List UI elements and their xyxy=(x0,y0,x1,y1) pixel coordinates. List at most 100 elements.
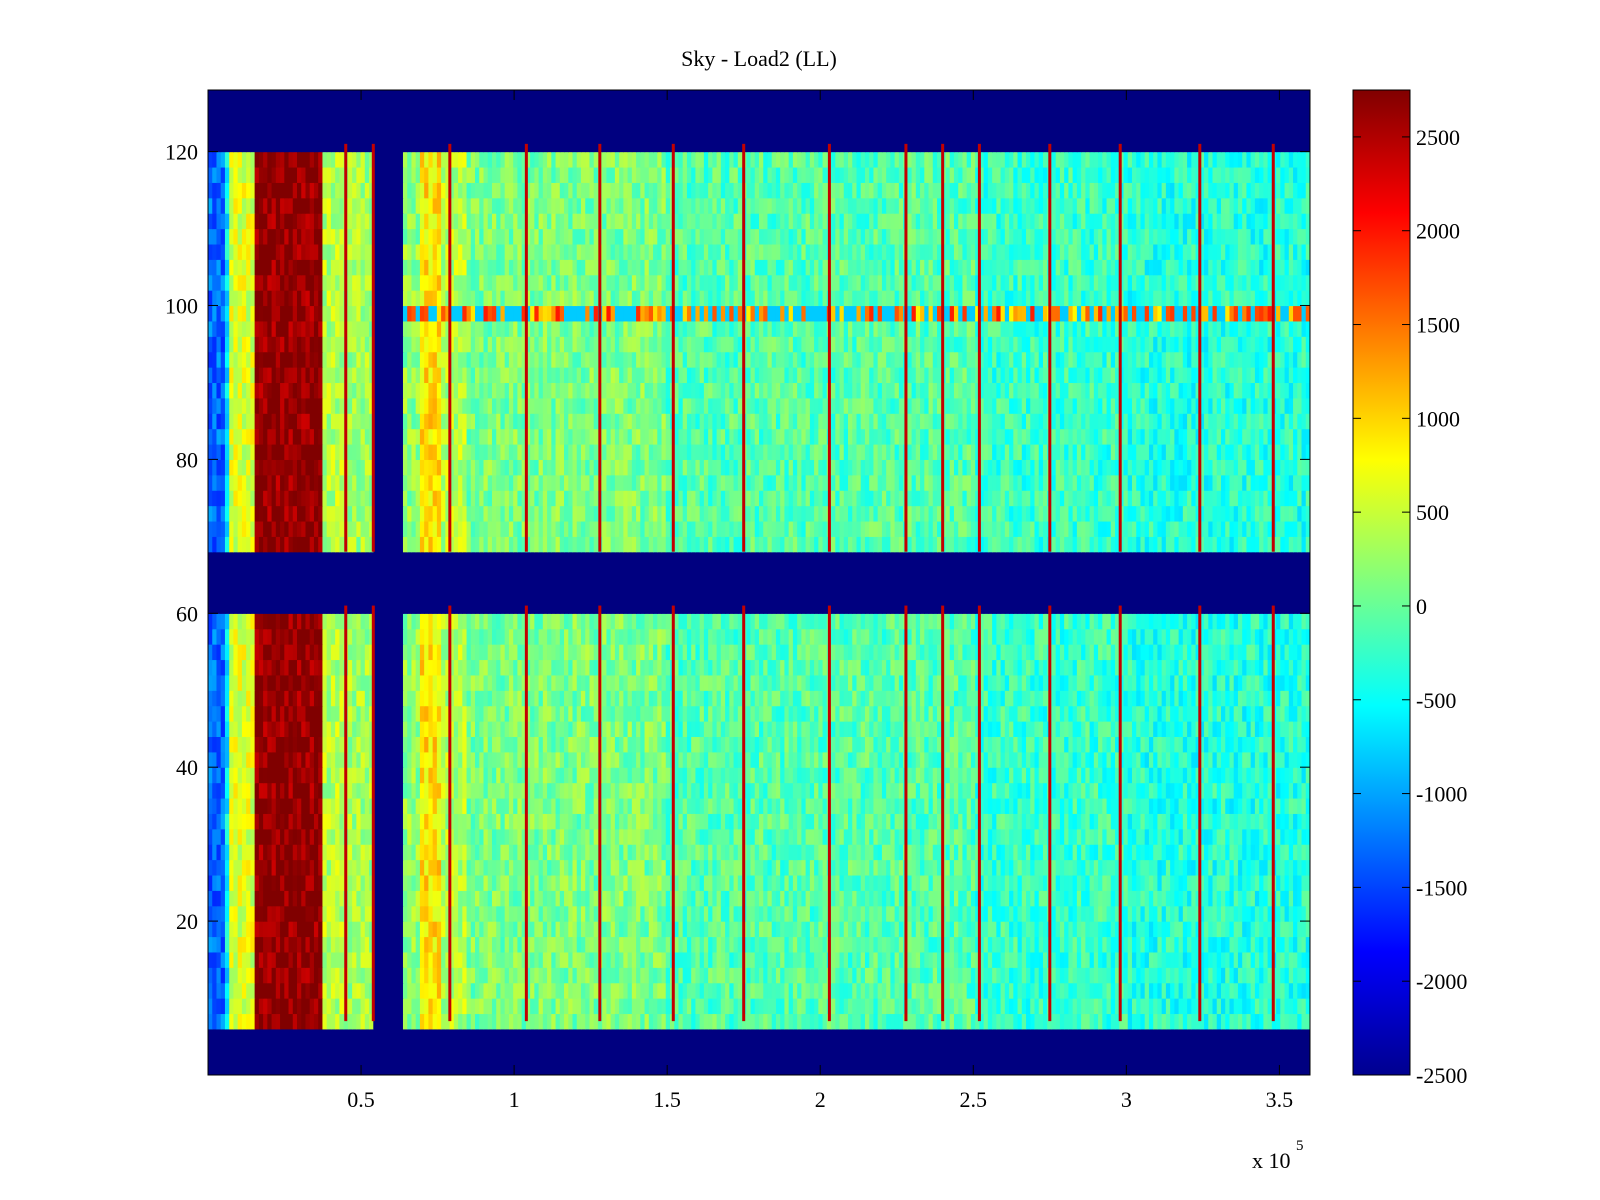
heatmap-cell xyxy=(208,982,213,999)
heatmap-cell xyxy=(898,1028,904,1045)
heatmap-cell xyxy=(390,844,396,861)
heatmap-cell xyxy=(1119,1059,1125,1075)
heatmap-cell xyxy=(992,874,997,891)
heatmap-cell xyxy=(1293,1059,1298,1075)
heatmap-cell xyxy=(1038,859,1044,876)
heatmap-cell xyxy=(212,982,218,999)
heatmap-cell xyxy=(1250,782,1256,799)
heatmap-cell xyxy=(559,828,565,845)
heatmap-cell xyxy=(890,859,896,876)
heatmap-cell xyxy=(233,905,239,922)
heatmap-cell xyxy=(576,998,582,1015)
heatmap-cell xyxy=(987,813,993,830)
heatmap-cell xyxy=(542,936,548,953)
heatmap-cell xyxy=(381,982,387,999)
heatmap-cell xyxy=(864,905,870,922)
heatmap-cell xyxy=(432,844,438,861)
heatmap-cell xyxy=(1170,859,1175,876)
heatmap-cell xyxy=(733,921,739,938)
heatmap-cell xyxy=(1148,1028,1154,1045)
heatmap-cell xyxy=(305,828,311,845)
heatmap-cell xyxy=(347,1044,353,1061)
heatmap-cell xyxy=(686,1013,692,1030)
heatmap-cell xyxy=(284,1028,290,1045)
heatmap-cell xyxy=(271,1013,277,1030)
heatmap-cell xyxy=(1178,967,1184,984)
heatmap-cell xyxy=(263,936,268,953)
heatmap-cell xyxy=(483,859,489,876)
heatmap-cell xyxy=(1093,890,1099,907)
heatmap-cell xyxy=(1009,844,1014,861)
heatmap-cell xyxy=(759,967,764,984)
heatmap-cell xyxy=(441,998,446,1015)
heatmap-cell xyxy=(1081,967,1086,984)
heatmap-cell xyxy=(767,859,773,876)
heatmap-cell xyxy=(1216,813,1222,830)
heatmap-cell xyxy=(712,998,718,1015)
heatmap-cell xyxy=(1051,1044,1057,1061)
heatmap-cell xyxy=(610,1059,616,1075)
heatmap-cell xyxy=(229,1028,235,1045)
heatmap-cell xyxy=(1021,998,1027,1015)
heatmap-cell xyxy=(814,951,819,968)
heatmap-cell xyxy=(1000,859,1006,876)
heatmap-cell xyxy=(1259,998,1264,1015)
heatmap-cell xyxy=(1076,828,1082,845)
heatmap-cell xyxy=(339,828,345,845)
heatmap-cell xyxy=(216,890,222,907)
heatmap-cell xyxy=(1161,1013,1167,1030)
heatmap-cell xyxy=(856,921,862,938)
heatmap-cell xyxy=(805,982,811,999)
heatmap-cell xyxy=(653,936,658,953)
heatmap-cell xyxy=(1220,859,1226,876)
heatmap-cell xyxy=(703,951,709,968)
heatmap-cell xyxy=(1161,782,1167,799)
heatmap-cell xyxy=(771,1013,777,1030)
heatmap-cell xyxy=(487,951,493,968)
heatmap-cell xyxy=(1131,1059,1137,1075)
heatmap-cell xyxy=(419,998,425,1015)
heatmap-cell xyxy=(479,828,485,845)
heatmap-cell xyxy=(1072,874,1078,891)
heatmap-cell xyxy=(775,1013,781,1030)
heatmap-cell xyxy=(640,921,646,938)
heatmap-cell xyxy=(576,1044,582,1061)
heatmap-cell xyxy=(555,1044,561,1061)
heatmap-cell xyxy=(661,967,667,984)
heatmap-cell xyxy=(335,874,340,891)
heatmap-cell xyxy=(1280,813,1286,830)
heatmap-cell xyxy=(305,767,311,784)
heatmap-cell xyxy=(483,890,489,907)
heatmap-cell xyxy=(1259,921,1264,938)
heatmap-cell xyxy=(623,921,629,938)
heatmap-cell xyxy=(623,1028,629,1045)
heatmap-cell xyxy=(250,813,256,830)
heatmap-cell xyxy=(975,890,980,907)
heatmap-cell xyxy=(254,1044,260,1061)
heatmap-cell xyxy=(496,1013,502,1030)
heatmap-cell xyxy=(280,1013,285,1030)
heatmap-cell xyxy=(483,782,489,799)
heatmap-cell xyxy=(915,1059,921,1075)
heatmap-cell xyxy=(1182,1059,1188,1075)
heatmap-cell xyxy=(322,797,328,814)
heatmap-cell xyxy=(330,1013,336,1030)
heatmap-cell xyxy=(877,1028,883,1045)
heatmap-cell xyxy=(402,844,408,861)
heatmap-cell xyxy=(432,859,438,876)
heatmap-cell xyxy=(958,874,964,891)
heatmap-cell xyxy=(839,951,845,968)
heatmap-cell xyxy=(339,1059,345,1075)
heatmap-cell xyxy=(907,905,913,922)
heatmap-cell xyxy=(953,1044,959,1061)
heatmap-cell xyxy=(843,782,849,799)
heatmap-cell xyxy=(305,844,311,861)
heatmap-cell xyxy=(1165,1013,1171,1030)
heatmap-cell xyxy=(1055,782,1061,799)
heatmap-cell xyxy=(1237,1028,1243,1045)
heatmap-cell xyxy=(1038,951,1044,968)
heatmap-cell xyxy=(572,859,578,876)
heatmap-cell xyxy=(1182,1044,1188,1061)
heatmap-cell xyxy=(873,1044,879,1061)
heatmap-cell xyxy=(699,951,705,968)
